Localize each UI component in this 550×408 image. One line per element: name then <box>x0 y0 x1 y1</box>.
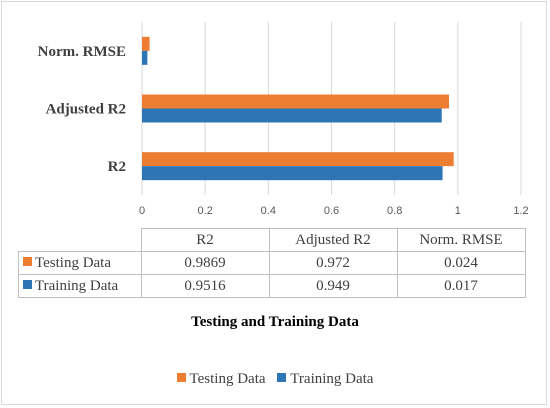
bar-plot: 0 0.2 0.4 0.6 0.8 1 1.2 R2 Adjusted R2 Norm. RMSE <box>38 22 529 217</box>
table-row-testing: Testing Data 0.9869 0.972 0.024 <box>18 251 526 275</box>
bar-testing <box>142 94 449 109</box>
legend-label-testing: Testing Data <box>189 371 266 387</box>
category-label: R2 <box>108 159 126 175</box>
testing-row-name: Testing Data <box>35 254 112 271</box>
x-tick-label: 0 <box>139 205 145 217</box>
table-header-row: R2 Adjusted R2 Norm. RMSE <box>18 228 526 252</box>
table-cell: 0.017 <box>396 274 526 298</box>
table-cell: 0.024 <box>396 251 526 275</box>
table-header-norm-rmse: Norm. RMSE <box>396 228 526 252</box>
legend-swatch-testing <box>176 373 186 382</box>
table-cell: 0.9516 <box>140 274 270 298</box>
testing-swatch <box>23 256 32 266</box>
table-corner <box>18 228 142 252</box>
training-swatch <box>23 279 32 289</box>
bar-training <box>142 108 442 123</box>
category-label: Norm. RMSE <box>38 44 126 60</box>
table-header-adjusted-r2: Adjusted R2 <box>268 228 398 252</box>
category-label: Adjusted R2 <box>46 102 126 118</box>
table-row-training: Training Data 0.9516 0.949 0.017 <box>18 274 526 298</box>
table-row-label-training: Training Data <box>18 274 142 298</box>
legend-label-training: Training Data <box>290 371 374 387</box>
x-tick-label: 1.2 <box>513 205 528 217</box>
x-tick-label: 0.6 <box>324 205 339 217</box>
training-row-name: Training Data <box>35 277 119 294</box>
table-header-r2: R2 <box>140 228 270 252</box>
x-tick-label: 0.4 <box>261 205 276 217</box>
bar-testing <box>142 152 454 167</box>
legend: Testing Data Training Data <box>0 371 550 388</box>
x-tick-label: 1 <box>455 205 461 217</box>
bar-training <box>142 166 443 181</box>
legend-item-testing: Testing Data <box>176 371 266 388</box>
x-tick-label: 0.8 <box>387 205 402 217</box>
data-table: R2 Adjusted R2 Norm. RMSE Testing Data 0… <box>18 228 526 298</box>
table-cell: 0.972 <box>268 251 398 275</box>
bar-training <box>142 50 148 65</box>
table-cell: 0.9869 <box>140 251 270 275</box>
table-row-label-testing: Testing Data <box>18 251 142 275</box>
x-tick-label: 0.2 <box>198 205 213 217</box>
legend-swatch-training <box>277 373 287 382</box>
table-cell: 0.949 <box>268 274 398 298</box>
chart-title: Testing and Training Data <box>191 314 359 330</box>
bar-testing <box>142 36 150 51</box>
legend-item-training: Training Data <box>277 371 373 388</box>
